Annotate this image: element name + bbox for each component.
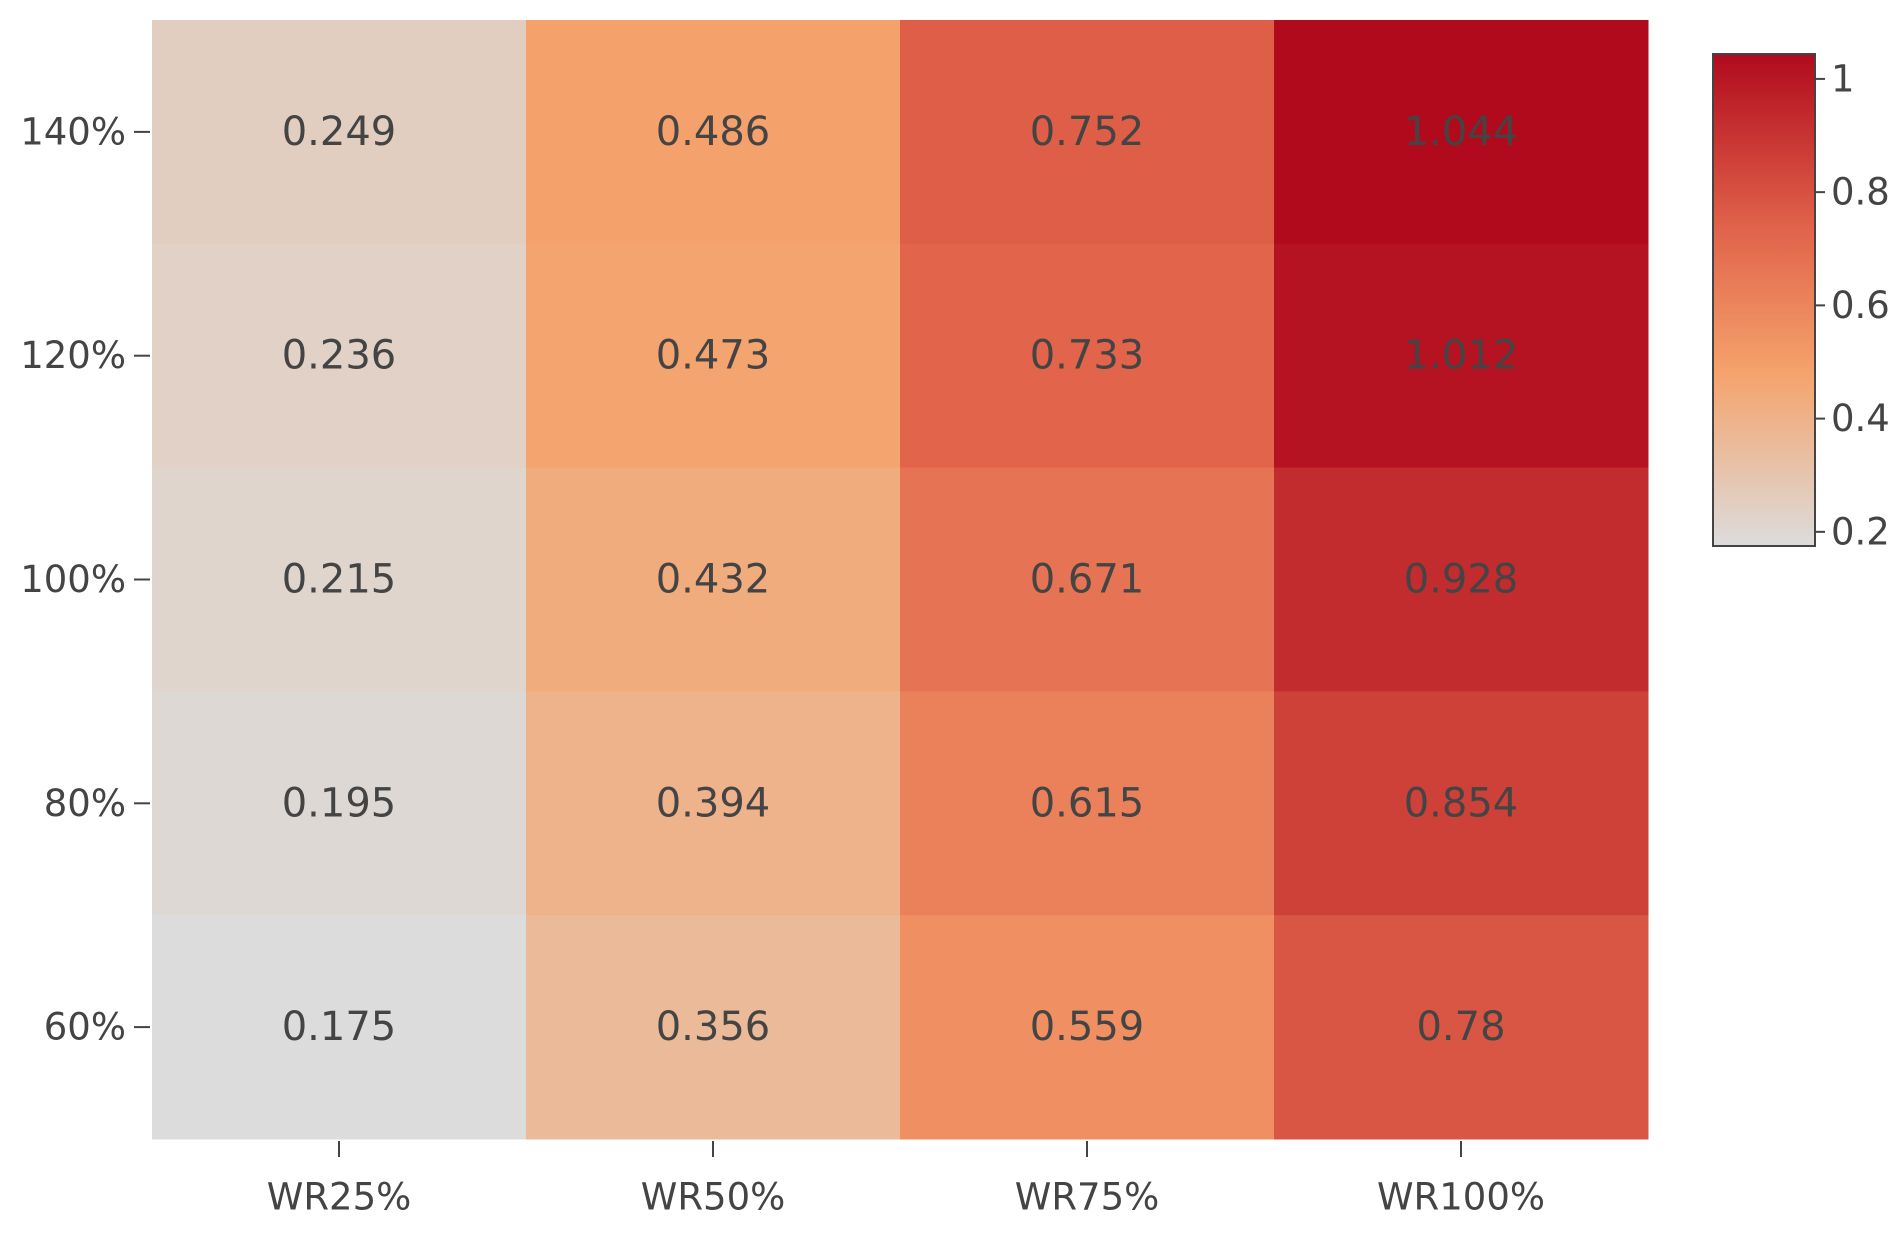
cell-value-label: 0.175 [282,1004,397,1050]
cell-value-label: 0.928 [1404,557,1519,603]
heatmap-cell [900,691,1275,916]
x-tick-label: WR75% [1015,1176,1160,1219]
x-tick-label: WR25% [267,1176,412,1219]
heatmap-cell [900,243,1275,469]
colorbar-tick-label: 0.8 [1831,171,1890,214]
heatmap-cell [1274,691,1649,916]
heatmap-cell [1274,243,1649,469]
heatmap-cell [526,467,901,692]
heatmap-cell [152,915,527,1140]
cell-value-label: 0.195 [282,780,397,826]
x-tick-label: WR100% [1377,1176,1545,1219]
heatmap-cell [526,915,901,1140]
cell-value-label: 0.394 [656,780,771,826]
y-tick-label: 120% [20,334,126,377]
cell-value-label: 0.752 [1030,109,1145,155]
heatmap-cell [900,467,1275,692]
cell-value-label: 0.854 [1404,780,1519,826]
heatmap-cell [152,20,527,245]
cell-value-label: 0.356 [656,1004,771,1050]
cell-value-label: 0.486 [656,109,771,155]
y-tick-label: 100% [20,558,126,601]
colorbar-gradient [1712,53,1816,547]
cell-value-label: 0.559 [1030,1004,1145,1050]
colorbar-tick-label: 0.6 [1831,284,1890,327]
heatmap-cell [1274,20,1649,245]
colorbar: 0.2 0.4 0.6 0.8 1 [1712,53,1890,553]
y-tick-label: 80% [44,782,126,825]
heatmap-cell [152,691,527,916]
y-tick-label: 140% [20,110,126,153]
heatmap-cell [1274,467,1649,692]
cell-value-labels: 0.249 0.486 0.752 1.044 0.236 0.473 0.733 1.012… [282,109,1519,1050]
cell-value-label: 0.473 [656,333,771,379]
cell-value-label: 0.215 [282,557,397,603]
heatmap-cell [900,20,1275,245]
cell-value-label: 0.671 [1030,557,1145,603]
cell-value-label: 0.236 [282,333,397,379]
cell-value-label: 1.044 [1404,109,1519,155]
cell-value-label: 0.432 [656,557,771,603]
heatmap-cell [1274,915,1649,1140]
x-tick-label: WR50% [641,1176,786,1219]
y-tick-label: 60% [44,1006,126,1049]
cell-value-label: 0.78 [1416,1004,1505,1050]
heatmap-cell [526,243,901,469]
heatmap-cells [152,20,1649,1140]
y-axis: 140% 120% 100% 80% 60% [20,110,150,1049]
cell-value-label: 0.733 [1030,333,1145,379]
cell-value-label: 1.012 [1404,333,1519,379]
colorbar-tick-label: 0.4 [1831,397,1890,440]
cell-value-label: 0.615 [1030,780,1145,826]
heatmap-cell [900,915,1275,1140]
colorbar-tick-label: 1 [1831,57,1855,100]
cell-value-label: 0.249 [282,109,397,155]
heatmap-cell [152,243,527,469]
heatmap-cell [526,20,901,245]
x-axis: WR25% WR50% WR75% WR100% [267,1141,1545,1219]
colorbar-tick-label: 0.2 [1831,510,1890,553]
heatmap-cell [152,467,527,692]
heatmap-cell [526,691,901,916]
